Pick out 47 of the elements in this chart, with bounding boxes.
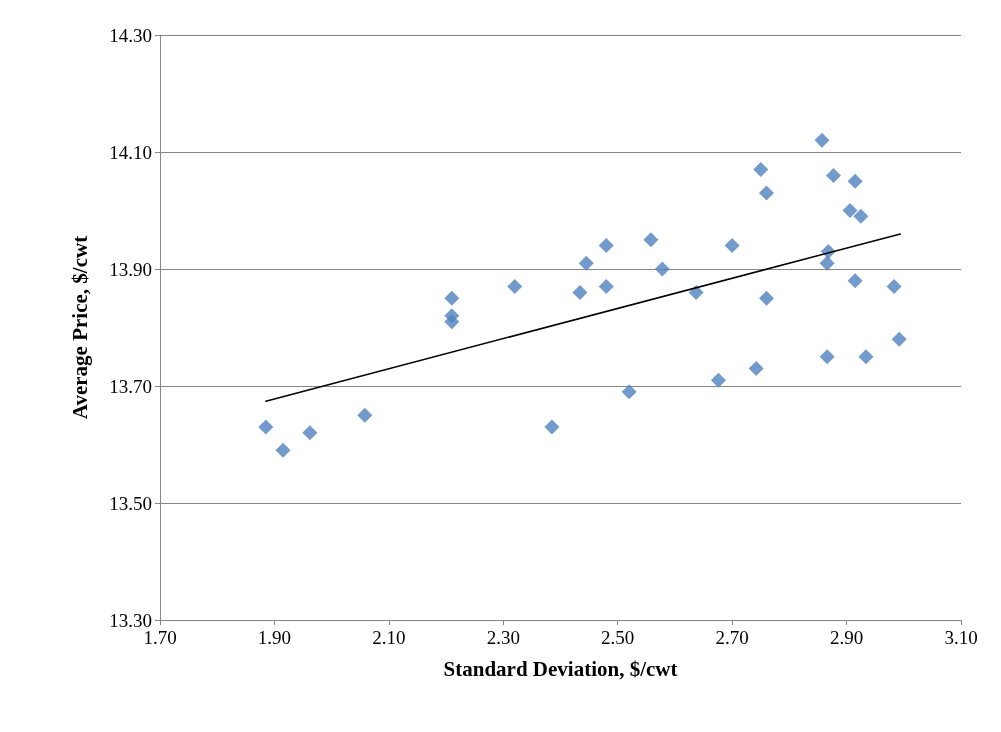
point — [819, 349, 835, 365]
point — [302, 425, 318, 441]
x-axis-title: Standard Deviation, $/cwt — [443, 656, 678, 681]
x-tick-label: 2.70 — [715, 627, 749, 648]
point — [621, 384, 637, 400]
y-tick-label: 14.30 — [109, 24, 152, 46]
y-tick-label: 14.10 — [109, 141, 152, 163]
point — [819, 255, 835, 271]
x-tick-label: 2.30 — [486, 627, 520, 648]
point — [507, 279, 523, 295]
point — [688, 284, 704, 300]
x-tick-label: 2.90 — [829, 627, 864, 648]
point — [444, 314, 460, 330]
point — [891, 331, 907, 347]
point — [847, 173, 863, 189]
point — [258, 419, 274, 435]
x-tick-label: 1.90 — [257, 627, 292, 648]
point — [814, 132, 830, 148]
x-tick-label: 3.10 — [944, 627, 978, 648]
point — [654, 261, 670, 277]
point — [858, 349, 874, 365]
point — [758, 290, 774, 306]
point — [275, 442, 291, 458]
y-tick-label: 13.90 — [109, 258, 152, 280]
point — [444, 290, 460, 306]
y-tick-label: 13.50 — [109, 492, 152, 514]
y-tick-label: 13.70 — [109, 375, 152, 397]
point — [825, 167, 841, 183]
point — [598, 279, 614, 295]
point — [758, 185, 774, 201]
point — [847, 273, 863, 289]
point — [572, 284, 588, 300]
point — [544, 419, 560, 435]
point — [357, 407, 373, 423]
point — [643, 232, 659, 248]
point — [753, 162, 769, 178]
point — [853, 208, 869, 224]
x-tick-label: 2.10 — [372, 627, 406, 648]
point — [598, 238, 614, 254]
point — [578, 255, 594, 271]
point — [748, 360, 764, 376]
point — [724, 238, 740, 254]
point — [886, 279, 902, 295]
point — [842, 203, 858, 218]
point — [710, 372, 726, 388]
y-axis-title: Average Price, $/cwt — [67, 235, 92, 420]
x-tick-label: 2.50 — [601, 627, 635, 648]
